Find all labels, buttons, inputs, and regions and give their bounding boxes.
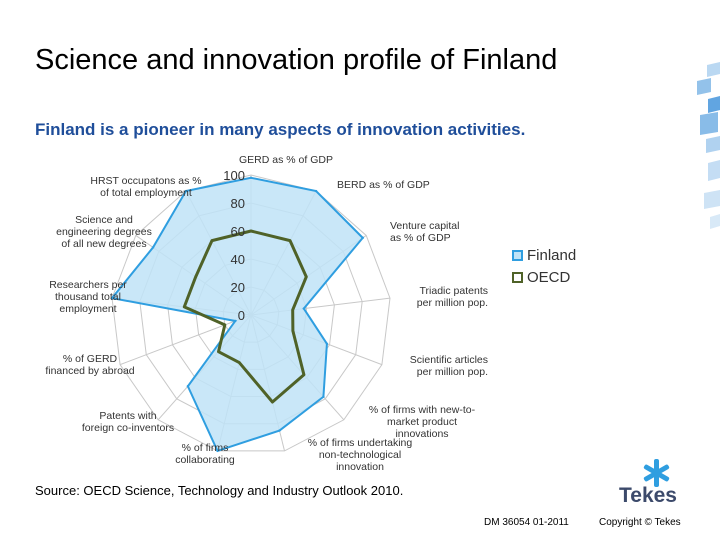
page-subtitle: Finland is a pioneer in many aspects of … [35,120,526,139]
page-title: Science and innovation profile of Finlan… [35,44,558,76]
copyright-note: Copyright © Tekes [599,517,681,528]
axis-label-4: Scientific articles per million pop. [410,354,488,378]
data-point-finland-10 [110,296,114,300]
tekes-star-icon [643,459,670,487]
legend-label-oecd: OECD [527,268,571,286]
legend-label-finland: Finland [527,246,577,264]
axis-label-10: Researchers per thousand total employment [49,279,127,315]
axis-label-3: Triadic patents per million pop. [417,285,488,309]
data-point-oecd-7 [238,361,241,364]
data-point-oecd-10 [183,305,186,309]
tick-label-20: 20 [231,280,245,295]
data-point-oecd-2 [305,275,308,279]
data-point-finland-4 [325,342,329,345]
axis-label-5: % of firms with new-to-market product inn… [369,404,476,440]
data-point-finland-7 [216,449,219,453]
data-point-finland-5 [322,395,325,398]
data-point-oecd-3 [291,308,294,312]
data-point-oecd-0 [249,229,253,233]
decorative-block-1 [697,78,711,95]
series-finland [110,176,365,453]
decorative-block-4 [706,136,720,153]
decorative-block-2 [708,96,720,113]
data-point-finland-8 [186,385,190,388]
legend-swatch-oecd [512,271,523,283]
data-point-oecd-8 [217,350,220,353]
data-point-oecd-12 [210,239,214,242]
data-point-finland-9 [234,319,237,323]
series-oecd [182,229,308,404]
decorative-block-5 [708,160,720,181]
axis-label-11: Science and engineering degrees of all new… [56,214,152,250]
axis-label-12: HRST occupatons as % of total employment [90,175,201,199]
tick-label-80: 80 [231,196,245,211]
tick-label-40: 40 [231,252,245,267]
grid-spoke-9 [119,314,252,366]
tick-label-0: 0 [238,308,245,323]
data-point-finland-1 [314,189,318,193]
data-point-finland-11 [151,246,155,249]
legend-swatch-finland [512,249,523,261]
axis-label-9: % of GERD financed by abroad [45,353,134,377]
decorative-block-6 [704,190,720,209]
grid-ring-100 [111,174,391,452]
axis-label-2: Venture capital as % of GDP [390,220,459,244]
legend-item-finland: Finland [512,244,576,266]
data-point-oecd-1 [288,239,292,242]
legend-item-oecd: OECD [512,266,576,288]
decorative-block-7 [710,214,720,229]
tekes-logo-text: Tekes [619,484,677,507]
data-point-oecd-6 [271,400,274,404]
data-point-finland-0 [249,176,253,179]
tick-label-100: 100 [223,168,245,183]
axis-label-1: BERD as % of GDP [337,179,430,191]
data-point-finland-12 [184,189,188,193]
axis-label-0: GERD as % of GDP [239,154,333,166]
axis-label-8: Patents with foreign co-inventors [82,410,174,434]
data-point-oecd-9 [223,323,227,327]
axis-label-6: % of firms undertaking non-technological i… [308,437,413,473]
chart-legend: Finland OECD [512,244,576,288]
data-point-oecd-11 [194,275,197,279]
axis-label-7: % of firms collaborating [175,442,235,466]
data-point-oecd-5 [302,373,306,376]
data-point-finland-2 [361,236,364,240]
document-number: DM 36054 01-2011 [484,517,569,528]
decorative-block-3 [700,112,718,135]
tick-label-60: 60 [231,224,245,239]
data-point-finland-3 [302,307,306,310]
data-point-oecd-4 [291,329,295,333]
source-note: Source: OECD Science, Technology and Ind… [35,483,404,498]
data-point-finland-6 [278,429,281,432]
decorative-block-0 [707,62,720,77]
